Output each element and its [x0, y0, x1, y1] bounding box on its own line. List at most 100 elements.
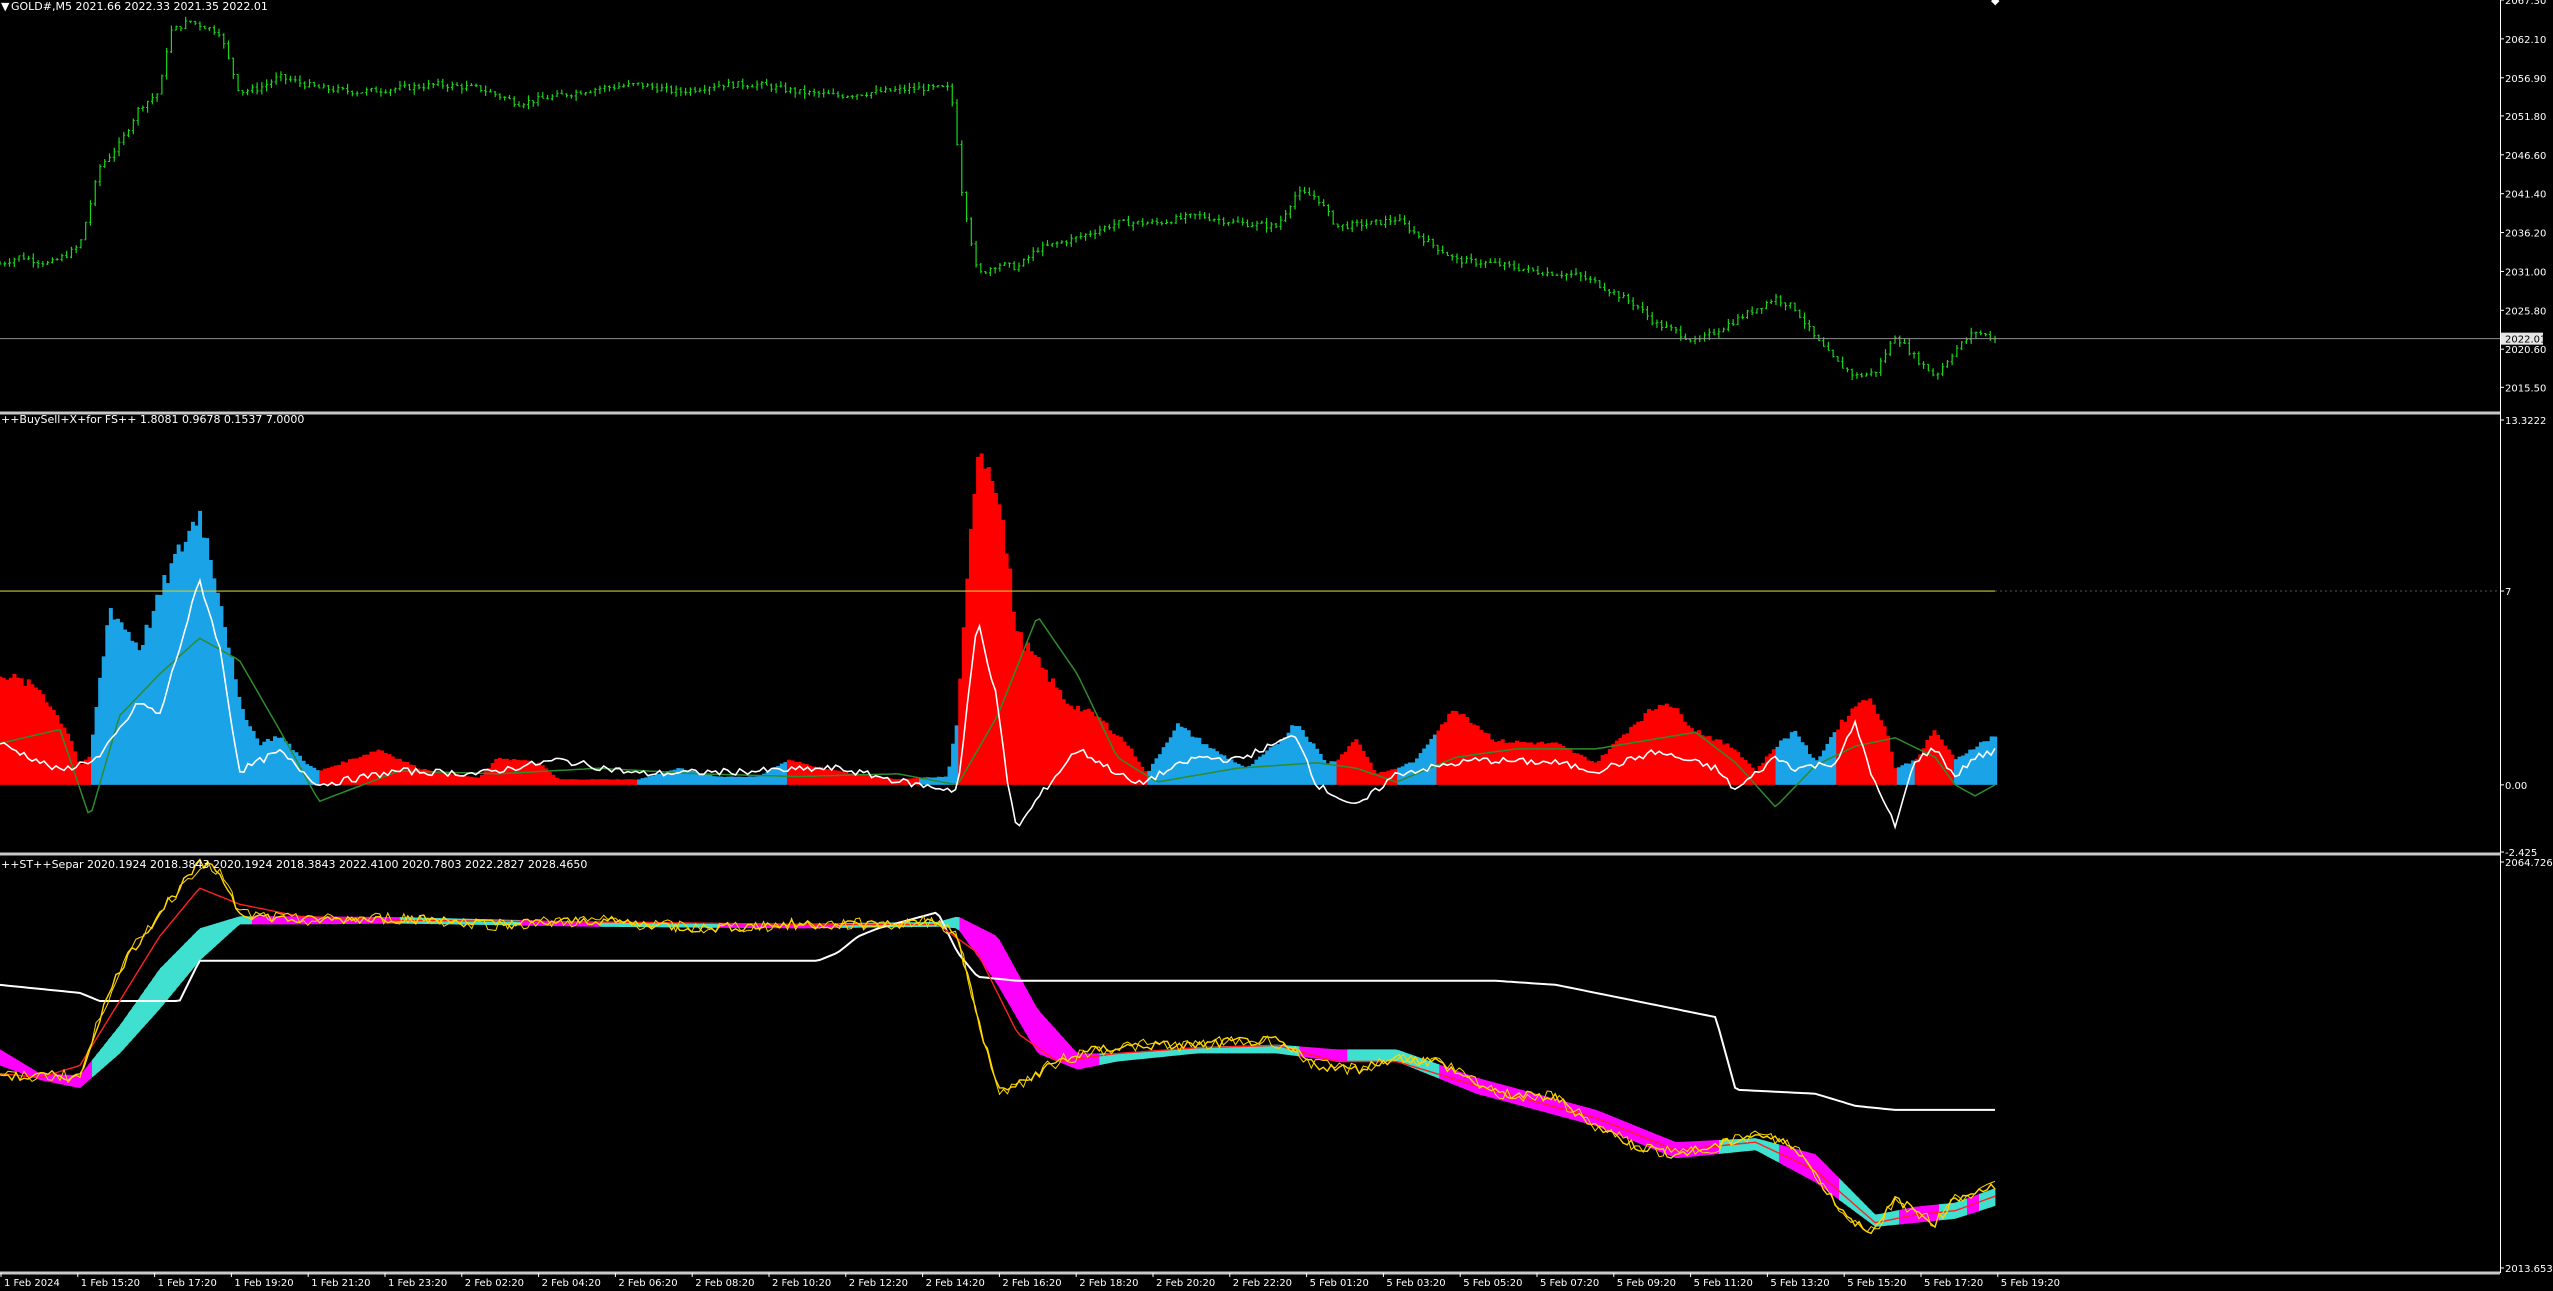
separ-band-segment: [1123, 1052, 1128, 1061]
histogram-bar: [647, 776, 652, 785]
histogram-bar: [240, 709, 245, 785]
separ-band-segment: [1111, 1053, 1116, 1063]
histogram-bar: [1447, 713, 1452, 785]
price-pane[interactable]: [0, 16, 2500, 380]
histogram-bar: [269, 740, 274, 785]
histogram-bar: [1233, 762, 1238, 785]
histogram-bar: [294, 752, 299, 785]
histogram-bar: [1115, 735, 1120, 785]
histogram-bar: [790, 760, 795, 785]
histogram-bar: [865, 775, 870, 785]
histogram-bar: [1889, 751, 1894, 785]
separ-band-segment: [847, 922, 852, 928]
histogram-bar: [137, 650, 142, 785]
separ-band-segment: [1383, 1049, 1388, 1062]
histogram-bar: [41, 694, 46, 785]
histogram-bar: [1058, 690, 1063, 785]
time-axis-label: 5 Feb 03:20: [1386, 1278, 1445, 1289]
histogram-bar: [1675, 708, 1680, 785]
histogram-bar: [140, 644, 145, 785]
histogram-bar: [369, 751, 374, 785]
separ-band-segment: [983, 929, 988, 971]
separ-band-segment: [1255, 1045, 1260, 1054]
histogram-bar: [1639, 720, 1644, 785]
histogram-bar: [1097, 717, 1102, 785]
histogram-bar: [483, 770, 488, 785]
separ-band-segment: [375, 916, 381, 924]
histogram-bar: [472, 777, 477, 785]
histogram-bar: [1564, 747, 1569, 785]
time-axis[interactable]: 1 Feb 2024 1 Feb 15:20 1 Feb 17:20 1 Feb 19…: [0, 1273, 2060, 1289]
histogram-bar: [319, 770, 324, 785]
histogram-bar: [1211, 748, 1216, 785]
histogram-bar: [854, 773, 859, 785]
histogram-bar: [76, 761, 81, 785]
histogram-bar: [943, 776, 948, 785]
price-axis[interactable]: 2067.30 2062.10 2056.90 2051.80 2046.60 2041.…: [2500, 0, 2546, 394]
histogram-bar: [1243, 767, 1248, 785]
histogram-bar: [918, 778, 923, 785]
histogram-bar: [529, 762, 534, 785]
histogram-bar: [968, 528, 973, 785]
buysell-indicator-pane[interactable]: [0, 453, 2500, 830]
separ-band-segment: [1019, 976, 1024, 1030]
histogram-bar: [886, 777, 891, 785]
histogram-bar: [1618, 738, 1623, 785]
histogram-bar: [1711, 740, 1716, 785]
dropdown-arrow-icon[interactable]: ▼: [1, 0, 10, 13]
histogram-bar: [562, 779, 567, 785]
histogram-bar: [1133, 756, 1138, 785]
histogram-bar: [890, 778, 895, 785]
histogram-bar: [33, 687, 38, 785]
histogram-bar: [579, 779, 584, 785]
histogram-bar: [979, 453, 984, 785]
main-pane-title: GOLD#,M5 2021.66 2022.33 2021.35 2022.01: [11, 0, 268, 13]
separ-band-segment: [1195, 1046, 1200, 1054]
time-axis-label: 5 Feb 05:20: [1463, 1278, 1522, 1289]
histogram-bar: [105, 625, 110, 785]
histogram-bar: [1825, 743, 1830, 785]
separ-band-segment: [259, 916, 265, 925]
histogram-bar: [437, 771, 442, 785]
histogram-bar: [1946, 749, 1951, 785]
histogram-bar: [1622, 734, 1627, 785]
histogram-bar: [173, 553, 178, 785]
histogram-bar: [747, 776, 752, 785]
histogram-bar: [226, 647, 231, 785]
histogram-bar: [87, 756, 92, 785]
separ-band-segment: [1431, 1061, 1436, 1078]
histogram-bar: [1900, 765, 1905, 785]
st-axis-label: 2064.7265: [2505, 858, 2553, 869]
separ-band-segment: [1003, 947, 1008, 1003]
separ-band-segment: [223, 919, 229, 939]
histogram-bar: [19, 678, 24, 785]
histogram-bar: [1158, 754, 1163, 785]
separ-band-segment: [1163, 1049, 1168, 1057]
histogram-bar: [23, 685, 28, 785]
histogram-bar: [1265, 750, 1270, 785]
separ-band-segment: [679, 922, 685, 928]
histogram-bar: [783, 762, 788, 785]
histogram-bar: [219, 606, 224, 785]
separ-band-segment: [1023, 983, 1028, 1037]
buysell-pane-title: ++BuySell+X+for FS++ 1.8081 0.9678 0.153…: [1, 413, 304, 426]
scroll-shift-marker-icon[interactable]: ◆: [1991, 0, 2000, 7]
st-separ-indicator-pane[interactable]: [0, 858, 1996, 1235]
histogram-bar: [1543, 743, 1548, 785]
histogram-bar: [123, 629, 128, 785]
separ-band-segment: [1143, 1050, 1148, 1059]
separ-band-segment: [183, 940, 189, 980]
separ-band-segment: [1371, 1049, 1376, 1062]
separ-band-segment: [1339, 1049, 1344, 1062]
histogram-bar: [637, 779, 642, 785]
histogram-bar: [590, 779, 595, 785]
histogram-bar: [1593, 762, 1598, 785]
separ-band-segment: [967, 921, 972, 949]
histogram-bar: [872, 776, 877, 785]
separ-band-segment: [1135, 1051, 1140, 1060]
histogram-bar: [1664, 703, 1669, 785]
histogram-bar: [312, 767, 317, 785]
histogram-bar: [112, 619, 117, 785]
histogram-bar: [248, 726, 253, 785]
